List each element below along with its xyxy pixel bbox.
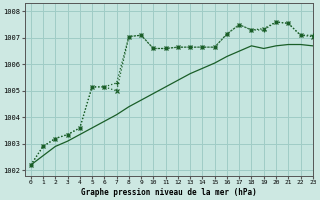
X-axis label: Graphe pression niveau de la mer (hPa): Graphe pression niveau de la mer (hPa) — [81, 188, 257, 197]
